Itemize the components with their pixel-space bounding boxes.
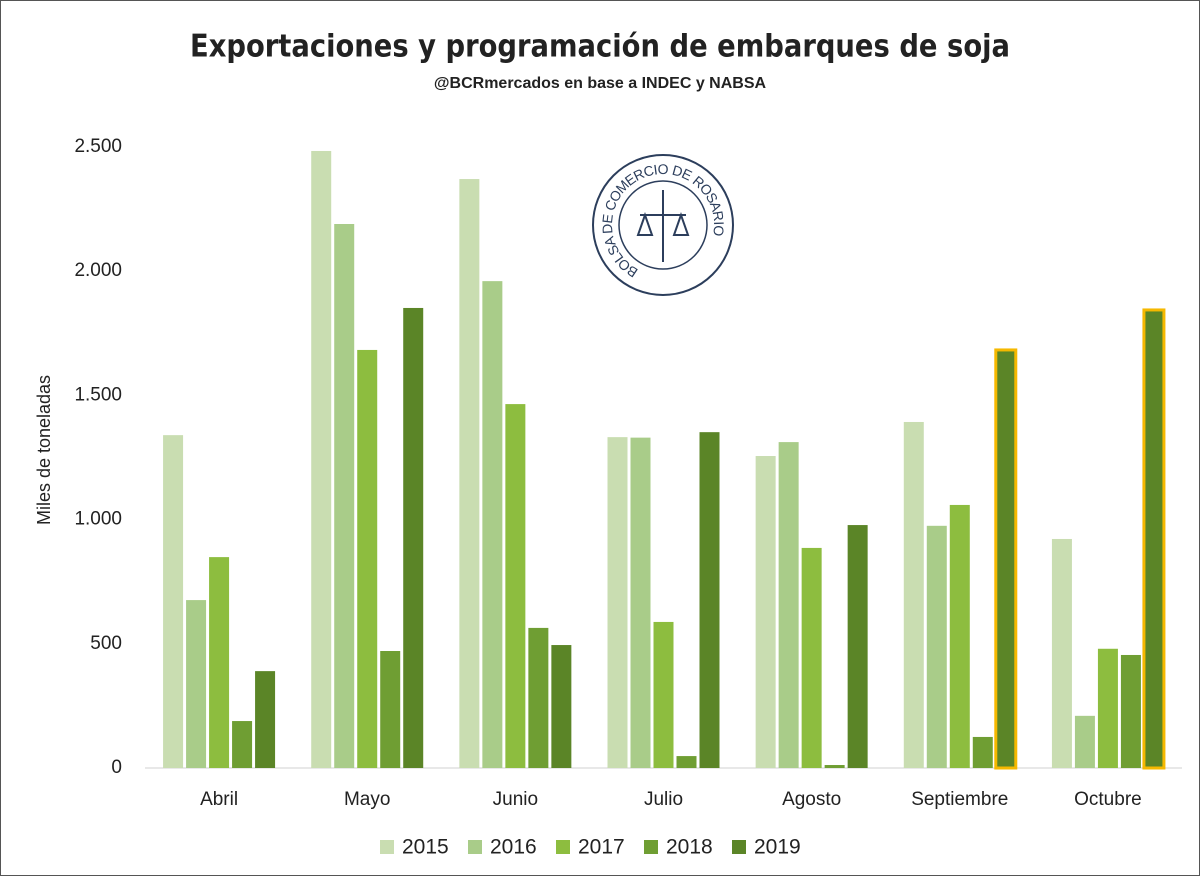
logo: BOLSA DE COMERCIO DE ROSARIO [592,154,734,296]
legend-label: 2017 [578,836,625,859]
y-tick-label: 500 [90,633,122,654]
bar [403,307,424,768]
bar [699,432,720,768]
legend-swatch [644,840,658,854]
bar [209,557,230,768]
legend-swatch [468,840,482,854]
x-tick-label: Julio [644,789,683,810]
bar [847,525,868,768]
legend-swatch [380,840,394,854]
legend-label: 2018 [666,836,713,859]
chart-subtitle: @BCRmercados en base a INDEC y NABSA [434,75,767,92]
y-tick-label: 1.000 [74,509,122,530]
bar [994,348,1018,770]
y-tick-label: 1.500 [74,384,122,405]
x-tick-label: Abril [200,789,238,810]
logo-emblem [636,190,690,262]
y-tick-label: 0 [111,757,122,778]
bar [163,435,184,768]
y-axis-label: Miles de toneladas [34,375,54,525]
bar [459,179,480,769]
logo-inner [618,180,708,270]
legend-label: 2015 [402,836,449,859]
bar [755,456,776,768]
bar [505,404,526,768]
bar [255,671,276,768]
bar [676,756,697,768]
bar [311,150,332,769]
bar [1074,715,1095,768]
x-tick-label: Septiembre [911,789,1008,810]
bar [1051,538,1072,768]
bar [551,645,572,768]
legend-label: 2019 [754,836,801,859]
legend-label: 2016 [490,836,537,859]
bar [357,349,378,768]
bar [903,421,924,768]
bar [630,437,651,768]
bar [1097,648,1118,768]
bar [334,224,355,768]
x-tick-label: Octubre [1074,789,1142,810]
bar [778,442,799,768]
x-tick-label: Mayo [344,789,390,810]
chart-title: Exportaciones y programación de embarque… [190,29,1010,65]
y-tick-label: 2.500 [74,136,122,157]
x-tick-label: Agosto [782,789,841,810]
legend-swatch [556,840,570,854]
bar [1142,308,1166,770]
bar [607,437,628,768]
bar [801,547,822,768]
legend-swatch [732,840,746,854]
bar [232,721,253,768]
bar [186,600,207,768]
bar [528,627,549,768]
bar [949,504,970,768]
x-tick-label: Junio [493,789,538,810]
bar [1120,654,1141,768]
bar [653,621,674,768]
bar [482,281,503,768]
y-tick-label: 2.000 [74,260,122,281]
bar [824,765,845,768]
bar [926,525,947,768]
bar [972,736,993,768]
bar [380,651,401,768]
